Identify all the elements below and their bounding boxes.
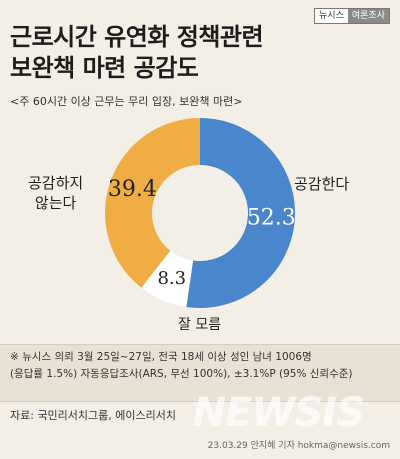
title-line-2: 보완책 마련 공감도 xyxy=(10,54,199,82)
donut-slice-2 xyxy=(104,118,200,288)
value-label-agree: 52.3 xyxy=(247,206,296,231)
legend-unsure: 잘 모름 xyxy=(178,317,222,333)
value-label-disagree: 39.4 xyxy=(108,177,157,202)
brand-section: 여론조사 xyxy=(347,9,389,23)
brand-name: 뉴시스 xyxy=(315,9,348,23)
title-line-1: 근로시간 유연화 정책관련 xyxy=(10,23,264,51)
subtitle: <주 60시간 이상 근무는 무리 입장, 보완책 마련> xyxy=(10,95,243,108)
byline: 23.03.29 안지혜 기자 hokma@newsis.com xyxy=(207,441,390,451)
legend-disagree-line-2: 않는다 xyxy=(34,194,77,212)
legend-agree: 공감한다 xyxy=(294,175,350,193)
source-text: 자료: 국민리서치그룹, 에이스리서치 xyxy=(10,409,176,422)
donut-slice-1 xyxy=(141,250,194,308)
page-title: 근로시간 유연화 정책관련 보완책 마련 공감도 xyxy=(10,22,330,84)
legend-disagree: 공감하지 않는다 xyxy=(28,173,83,213)
brand-badge: 뉴시스 여론조사 xyxy=(314,8,390,24)
footnote-line-1: ※ 뉴시스 의뢰 3월 25일~27일, 전국 18세 이상 성인 남녀 100… xyxy=(10,351,312,363)
value-label-unsure: 8.3 xyxy=(157,268,186,289)
donut-slice-0 xyxy=(186,118,295,308)
legend-disagree-line-1: 공감하지 xyxy=(28,174,84,192)
footnote-line-2: (응답률 1.5%) 자동응답조사(ARS, 무선 100%), ±3.1%P … xyxy=(10,368,353,380)
survey-footnote: ※ 뉴시스 의뢰 3월 25일~27일, 전국 18세 이상 성인 남녀 100… xyxy=(0,344,400,402)
